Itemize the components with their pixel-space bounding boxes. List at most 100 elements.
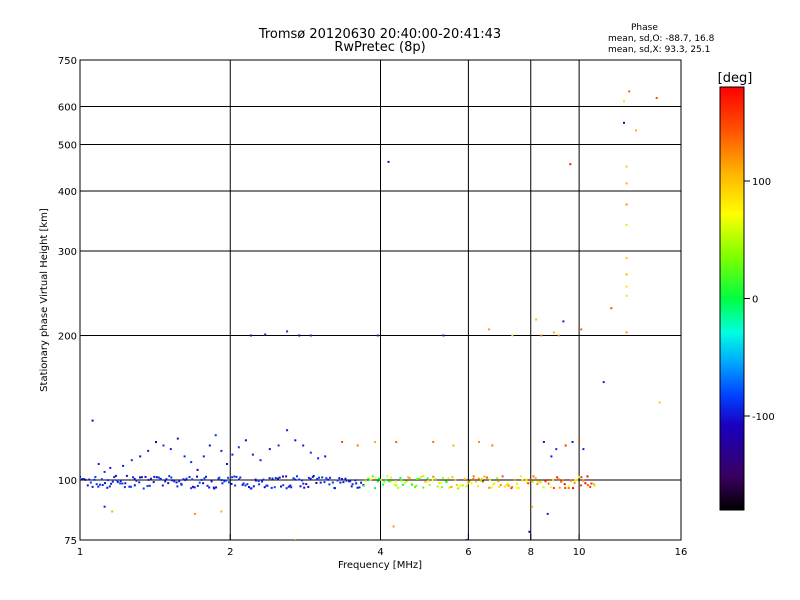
x-tick-label: 10 [573, 547, 586, 558]
data-point [218, 476, 221, 479]
data-point [257, 480, 260, 482]
data-point [569, 163, 572, 166]
data-point [411, 483, 414, 486]
data-point [401, 483, 404, 486]
data-point [490, 486, 493, 489]
data-point [535, 318, 538, 321]
data-point [88, 478, 91, 481]
data-point [329, 476, 332, 479]
data-point [582, 479, 585, 482]
data-point [497, 480, 500, 483]
data-point [228, 481, 230, 484]
data-point [248, 486, 250, 488]
y-tick-label: 400 [58, 187, 77, 198]
data-point [457, 486, 460, 489]
data-point [544, 480, 547, 483]
data-point [392, 525, 395, 528]
data-point [190, 461, 193, 464]
data-point [356, 444, 359, 447]
data-point [194, 512, 196, 515]
data-point [196, 468, 199, 471]
data-point [214, 434, 217, 437]
data-point [250, 487, 253, 490]
data-point [438, 482, 440, 485]
data-point [557, 334, 560, 337]
data-point [302, 444, 305, 447]
data-point [370, 478, 373, 481]
data-point [558, 486, 561, 489]
data-point [139, 476, 141, 479]
data-point [394, 480, 397, 483]
data-point [231, 476, 234, 479]
data-point [262, 478, 265, 481]
data-point [280, 485, 282, 488]
data-point [341, 478, 343, 480]
data-point [191, 485, 194, 488]
data-point [625, 331, 628, 334]
data-point [635, 129, 637, 132]
data-point [454, 479, 457, 481]
data-point [501, 475, 504, 478]
data-point [122, 464, 125, 467]
data-point [515, 486, 518, 489]
data-point [239, 476, 242, 479]
data-point [261, 480, 264, 483]
data-point [521, 479, 524, 482]
data-point [531, 480, 534, 483]
data-point [221, 482, 224, 485]
data-point [213, 487, 216, 490]
data-point [104, 482, 106, 485]
data-point [570, 479, 573, 482]
data-point [225, 479, 228, 482]
data-point [259, 459, 262, 462]
data-point [193, 486, 196, 489]
colorbar-tick-label: -100 [752, 412, 775, 423]
data-point [162, 444, 165, 447]
data-point [387, 160, 390, 163]
data-point [442, 334, 445, 337]
data-point [549, 486, 552, 489]
data-point [173, 480, 176, 483]
data-point [289, 484, 292, 487]
data-point [389, 480, 392, 483]
data-point [309, 451, 312, 454]
data-point [531, 505, 534, 508]
data-point [390, 476, 393, 479]
data-point [171, 479, 174, 482]
data-point [513, 478, 516, 481]
data-point [111, 510, 114, 513]
data-point [125, 474, 128, 477]
data-point [100, 478, 103, 481]
data-point [506, 482, 509, 485]
data-point [268, 477, 271, 480]
x-tick-label: 16 [675, 547, 688, 558]
data-point [450, 485, 453, 488]
data-point [81, 478, 83, 481]
data-point [111, 480, 114, 483]
data-point [562, 320, 565, 323]
data-point [144, 475, 147, 478]
data-point [552, 331, 555, 334]
data-point [374, 476, 377, 479]
data-point [351, 483, 354, 486]
data-point [432, 441, 435, 443]
data-point [242, 482, 245, 485]
data-point [496, 477, 499, 480]
data-point [355, 482, 358, 485]
data-point [230, 482, 233, 485]
x-tick-label: 4 [377, 547, 383, 558]
data-point [226, 463, 228, 465]
data-point [95, 483, 98, 486]
data-point [130, 459, 133, 462]
data-point [258, 483, 261, 486]
x-axis-label: Frequency [MHz] [338, 560, 422, 571]
data-point [623, 100, 625, 103]
data-point [324, 455, 327, 458]
data-point [519, 475, 522, 478]
data-point [408, 477, 411, 479]
data-point [492, 483, 495, 486]
data-point [358, 486, 361, 489]
data-point [489, 478, 491, 481]
data-point [206, 484, 209, 487]
data-point [246, 483, 249, 486]
